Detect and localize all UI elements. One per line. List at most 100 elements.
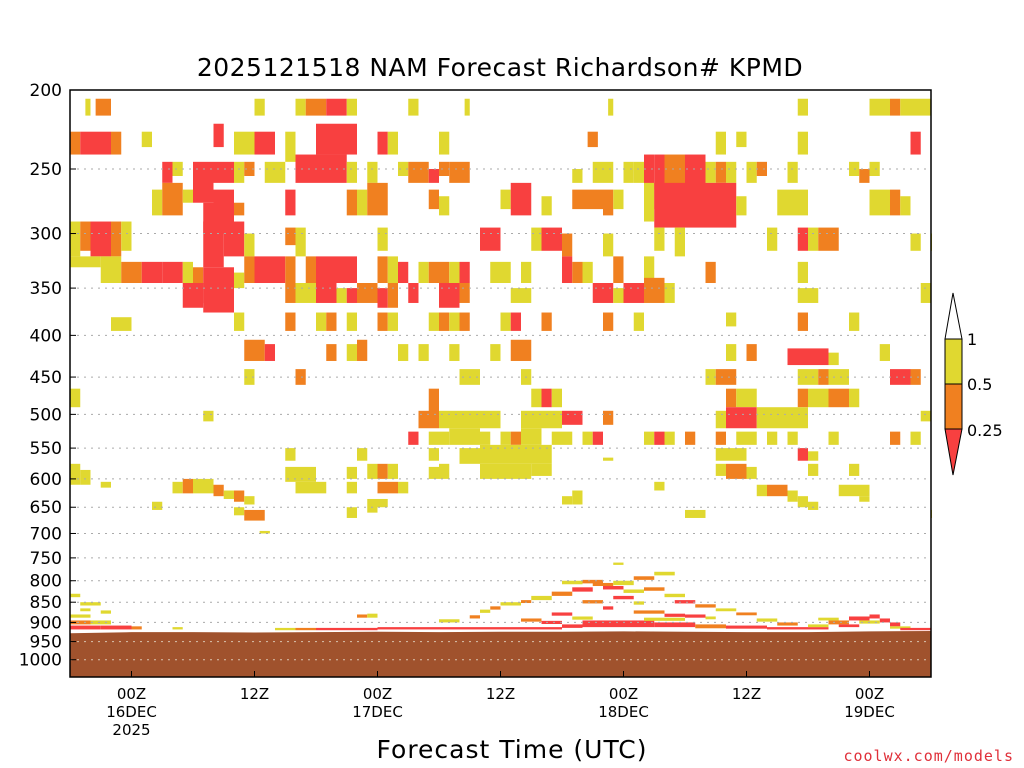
ri-cell bbox=[613, 288, 624, 303]
ri-cell bbox=[633, 312, 644, 331]
ri-cell bbox=[203, 410, 214, 422]
ri-cell bbox=[541, 620, 562, 625]
ri-cell bbox=[377, 312, 388, 331]
ri-cell bbox=[531, 388, 542, 408]
ri-cell bbox=[428, 388, 439, 415]
ri-cell bbox=[828, 369, 849, 385]
ri-cell bbox=[377, 481, 398, 494]
ri-cell bbox=[111, 221, 122, 257]
ri-cell bbox=[326, 344, 337, 361]
x-tick-label: 00Z bbox=[855, 685, 884, 703]
ri-cell bbox=[685, 614, 706, 618]
ri-cell bbox=[377, 627, 439, 630]
ri-cell bbox=[100, 481, 111, 488]
ri-cell bbox=[100, 256, 122, 284]
y-tick-label: 750 bbox=[30, 549, 62, 569]
ri-cell bbox=[285, 256, 296, 284]
x-tick-label: 2025 bbox=[112, 721, 150, 739]
ri-cell bbox=[459, 283, 470, 303]
ri-cell bbox=[531, 227, 542, 251]
ri-cell bbox=[90, 620, 111, 625]
ri-cell bbox=[818, 369, 829, 385]
ri-cell bbox=[592, 161, 614, 183]
ri-cell bbox=[100, 625, 132, 630]
ri-cell bbox=[808, 388, 829, 408]
colorbar-below-arrow bbox=[944, 428, 963, 476]
ri-cell bbox=[797, 448, 808, 461]
ri-cell bbox=[828, 431, 839, 445]
ri-cell bbox=[285, 312, 296, 331]
ri-cell bbox=[603, 233, 614, 257]
ri-cell bbox=[623, 589, 644, 593]
ri-cell bbox=[172, 161, 183, 177]
ri-cell bbox=[172, 627, 183, 630]
ri-cell bbox=[480, 444, 552, 464]
y-tick-label: 500 bbox=[30, 405, 62, 425]
ri-cell bbox=[890, 98, 901, 116]
ri-cell bbox=[203, 221, 224, 268]
x-tick-label: 12Z bbox=[486, 685, 515, 703]
y-tick-label: 450 bbox=[30, 368, 62, 388]
ri-cell bbox=[285, 466, 316, 482]
ri-cell bbox=[572, 490, 583, 505]
ri-cell bbox=[121, 221, 132, 251]
ri-cell bbox=[193, 267, 204, 289]
ri-cell bbox=[828, 388, 849, 408]
ri-cell bbox=[890, 431, 901, 445]
ri-cell bbox=[162, 182, 183, 216]
ri-cell bbox=[808, 501, 819, 510]
ri-cell bbox=[285, 189, 296, 216]
y-tick-label: 950 bbox=[30, 633, 62, 653]
ri-cell bbox=[685, 154, 706, 190]
ri-cell bbox=[859, 496, 870, 502]
ri-cell bbox=[480, 431, 491, 445]
ri-cell bbox=[439, 463, 450, 479]
ri-cell bbox=[562, 580, 583, 585]
ri-cell bbox=[859, 168, 870, 183]
ri-cell bbox=[223, 221, 245, 257]
ri-cell bbox=[234, 161, 245, 183]
ri-cell bbox=[879, 618, 890, 623]
ri-cell bbox=[295, 227, 306, 257]
ri-cell bbox=[234, 202, 245, 216]
ri-cell bbox=[367, 498, 378, 513]
ri-cell bbox=[613, 189, 624, 210]
ri-cell bbox=[131, 626, 142, 630]
ri-cell bbox=[900, 627, 931, 631]
ri-cell bbox=[797, 496, 808, 508]
ri-cell bbox=[510, 339, 532, 361]
ri-cell bbox=[428, 448, 439, 461]
ri-cell bbox=[326, 312, 337, 331]
ri-cell bbox=[541, 227, 562, 251]
ri-cell bbox=[736, 131, 747, 148]
ri-cell bbox=[674, 227, 685, 257]
ri-cell bbox=[797, 227, 808, 251]
ri-cell bbox=[193, 478, 214, 494]
ri-cell bbox=[797, 312, 808, 331]
ri-cell bbox=[480, 463, 532, 479]
ri-cell bbox=[920, 283, 931, 303]
colorbar-above-arrow bbox=[944, 292, 963, 340]
ri-cell bbox=[756, 484, 767, 497]
ri-cell bbox=[449, 261, 460, 284]
ri-cell bbox=[644, 431, 655, 445]
ri-cell bbox=[70, 131, 81, 155]
ri-cell bbox=[705, 261, 716, 284]
ri-cell bbox=[295, 283, 316, 303]
ri-cell bbox=[541, 388, 552, 408]
y-tick-label: 800 bbox=[30, 572, 62, 592]
ri-cell bbox=[182, 261, 193, 284]
x-tick-label: 17DEC bbox=[352, 703, 403, 721]
ri-cell bbox=[428, 431, 450, 445]
ri-cell bbox=[603, 189, 614, 216]
ri-cell bbox=[162, 261, 183, 284]
ri-cell bbox=[838, 624, 860, 628]
ri-cell bbox=[398, 481, 409, 494]
ri-cell bbox=[654, 431, 665, 445]
ri-cell bbox=[500, 312, 511, 331]
ri-cell bbox=[387, 283, 398, 308]
ri-cell bbox=[244, 233, 255, 257]
ri-cell bbox=[95, 98, 111, 116]
